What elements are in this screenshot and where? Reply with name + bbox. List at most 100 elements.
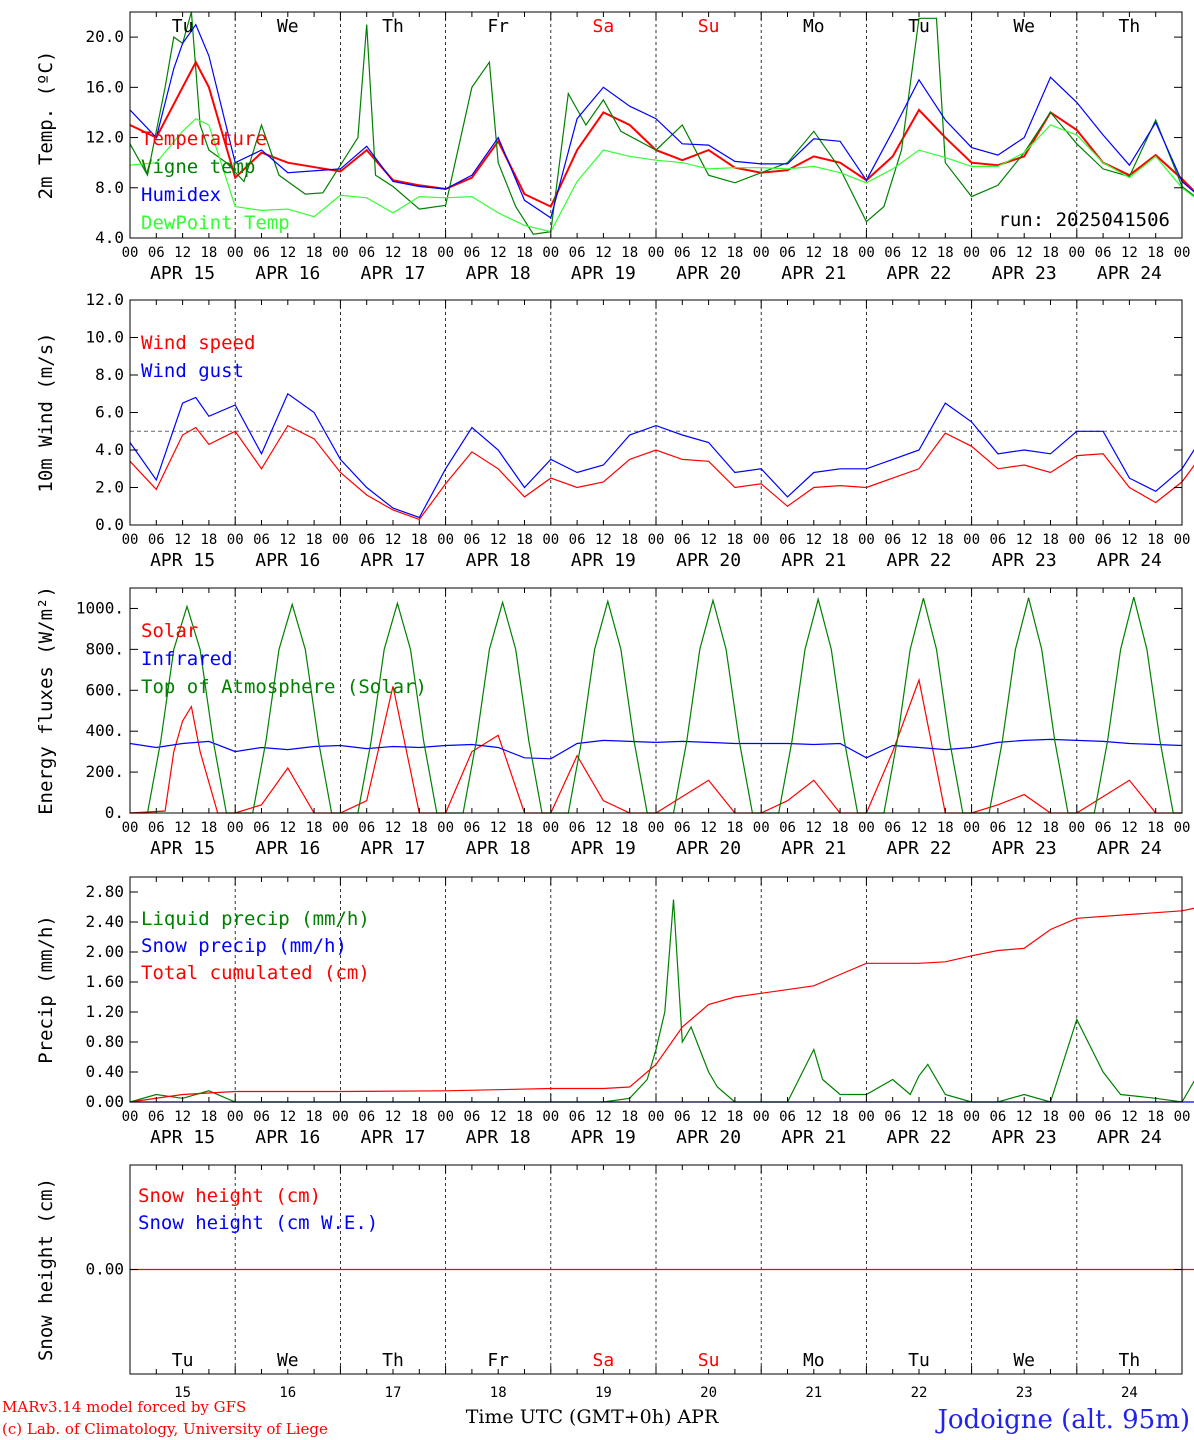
day-label: APR 19 xyxy=(571,838,636,859)
hour-tick-label: 00 xyxy=(1068,820,1085,836)
y-tick-label: 800. xyxy=(85,639,124,658)
hour-tick-label: 00 xyxy=(963,820,980,836)
hour-tick-label: 12 xyxy=(911,820,928,836)
series-temperature xyxy=(129,60,1194,208)
hour-tick-label: 00 xyxy=(437,532,454,548)
hour-tick-label: 06 xyxy=(1095,532,1112,548)
credit-model: MARv3.14 model forced by GFS xyxy=(2,1398,246,1416)
day-number-label: 19 xyxy=(595,1385,612,1401)
hour-tick-label: 00 xyxy=(332,532,349,548)
hour-tick-label: 00 xyxy=(753,1109,770,1125)
hour-tick-label: 18 xyxy=(832,820,849,836)
day-label: APR 21 xyxy=(781,838,846,859)
day-label: APR 21 xyxy=(781,263,846,284)
legend-entry: Snow precip (mm/h) xyxy=(141,935,347,957)
hour-tick-label: 12 xyxy=(174,532,191,548)
day-label: APR 16 xyxy=(255,1127,320,1148)
day-label: APR 24 xyxy=(1097,1127,1162,1148)
y-tick-label: 1.20 xyxy=(85,1002,124,1021)
hour-tick-label: 00 xyxy=(648,532,665,548)
y-axis-label: 10m Wind (m/s) xyxy=(35,332,57,492)
hour-tick-label: 00 xyxy=(1068,1109,1085,1125)
day-label: APR 22 xyxy=(886,1127,951,1148)
day-label: APR 16 xyxy=(255,550,320,571)
hour-tick-label: 12 xyxy=(490,820,507,836)
weekday-label: Tu xyxy=(908,16,930,37)
weekday-label: Fr xyxy=(487,16,509,37)
legend-entry: Total cumulated (cm) xyxy=(141,962,370,984)
y-tick-label: 16.0 xyxy=(85,77,124,96)
hour-tick-label: 00 xyxy=(753,820,770,836)
hour-tick-label: 06 xyxy=(148,1109,165,1125)
day-number-label: 21 xyxy=(805,1385,822,1401)
day-label: APR 20 xyxy=(676,1127,741,1148)
hour-tick-label: 18 xyxy=(937,532,954,548)
hour-tick-label: 18 xyxy=(1147,1109,1164,1125)
day-label: APR 19 xyxy=(571,263,636,284)
hour-tick-label: 18 xyxy=(1042,820,1059,836)
day-label: APR 17 xyxy=(360,550,425,571)
hour-tick-label: 06 xyxy=(674,245,691,261)
panel-1 xyxy=(129,11,1194,239)
day-number-label: 18 xyxy=(490,1385,507,1401)
hour-tick-label: 18 xyxy=(1147,245,1164,261)
hour-tick-label: 12 xyxy=(700,1109,717,1125)
hour-tick-label: 18 xyxy=(516,245,533,261)
y-axis-label: Energy fluxes (W/m²) xyxy=(35,586,57,815)
hour-tick-label: 06 xyxy=(253,1109,270,1125)
hour-tick-label: 12 xyxy=(595,1109,612,1125)
hour-tick-label: 00 xyxy=(122,1109,139,1125)
weekday-label: We xyxy=(1013,1350,1035,1371)
day-label: APR 15 xyxy=(150,263,215,284)
hour-tick-label: 12 xyxy=(595,532,612,548)
hour-tick-label: 06 xyxy=(148,532,165,548)
hour-tick-label: 18 xyxy=(832,532,849,548)
day-label: APR 18 xyxy=(466,263,531,284)
y-tick-label: 1.60 xyxy=(85,972,124,991)
y-axis-label: 2m Temp. (ºC) xyxy=(35,51,57,200)
plot-frame xyxy=(129,587,1183,814)
panel-2 xyxy=(129,299,1194,526)
hour-tick-label: 00 xyxy=(963,245,980,261)
hour-tick-label: 06 xyxy=(989,1109,1006,1125)
weekday-label: Fr xyxy=(487,1350,509,1371)
hour-tick-label: 12 xyxy=(595,245,612,261)
hour-tick-label: 06 xyxy=(1095,820,1112,836)
series-vigne-temp xyxy=(129,11,1194,235)
hour-tick-label: 06 xyxy=(358,245,375,261)
hour-tick-label: 00 xyxy=(1174,1109,1191,1125)
y-tick-label: 400. xyxy=(85,721,124,740)
hour-tick-label: 12 xyxy=(1121,245,1138,261)
run-annotation: run: 2025041506 xyxy=(998,209,1170,231)
weekday-label: Mo xyxy=(803,1350,825,1371)
day-label: APR 21 xyxy=(781,1127,846,1148)
day-label: APR 15 xyxy=(150,838,215,859)
hour-tick-label: 12 xyxy=(174,820,191,836)
hour-tick-label: 00 xyxy=(963,1109,980,1125)
day-label: APR 16 xyxy=(255,263,320,284)
hour-tick-label: 18 xyxy=(200,532,217,548)
hour-tick-label: 00 xyxy=(122,245,139,261)
day-label: APR 19 xyxy=(571,1127,636,1148)
hour-tick-label: 00 xyxy=(122,820,139,836)
y-tick-label: 10.0 xyxy=(85,328,124,347)
hour-tick-label: 12 xyxy=(1121,820,1138,836)
hour-tick-label: 00 xyxy=(1174,532,1191,548)
hour-tick-label: 18 xyxy=(621,820,638,836)
hour-tick-label: 18 xyxy=(937,820,954,836)
day-label: APR 15 xyxy=(150,1127,215,1148)
hour-tick-label: 00 xyxy=(542,532,559,548)
hour-tick-label: 06 xyxy=(358,820,375,836)
hour-tick-label: 12 xyxy=(595,820,612,836)
hour-tick-label: 00 xyxy=(227,820,244,836)
hour-tick-label: 00 xyxy=(122,532,139,548)
hour-tick-label: 12 xyxy=(385,532,402,548)
y-tick-label: 8.0 xyxy=(95,178,124,197)
hour-tick-label: 00 xyxy=(227,1109,244,1125)
hour-tick-label: 06 xyxy=(148,820,165,836)
hour-tick-label: 12 xyxy=(174,245,191,261)
hour-tick-label: 12 xyxy=(1121,1109,1138,1125)
hour-tick-label: 12 xyxy=(1016,820,1033,836)
y-tick-label: 2.0 xyxy=(95,478,124,497)
